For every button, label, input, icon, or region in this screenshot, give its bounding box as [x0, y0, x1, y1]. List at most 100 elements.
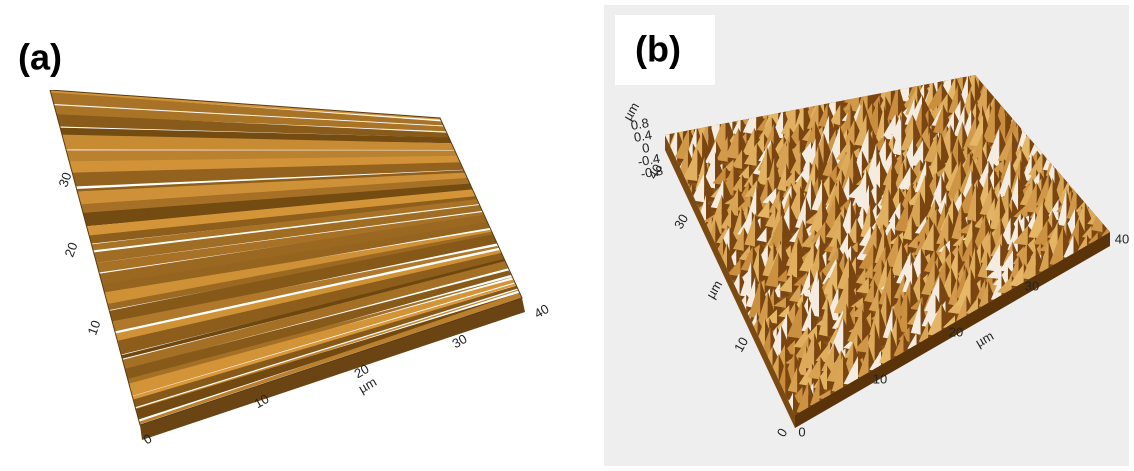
peak-lit — [898, 326, 910, 342]
peak-lit — [674, 128, 690, 160]
peak-lit — [973, 215, 983, 229]
peak-lit — [743, 172, 753, 189]
peak-lit — [746, 185, 757, 223]
stripe — [83, 183, 474, 227]
peak-lit — [902, 215, 912, 241]
peak-lit — [731, 149, 743, 169]
peak-lit — [874, 188, 889, 229]
axis-label: -0.8 — [639, 163, 664, 182]
stripe — [91, 198, 480, 251]
peak-lit — [989, 192, 1000, 231]
peak-lit — [720, 209, 732, 231]
peak-lit — [855, 241, 869, 262]
peak-lit — [773, 297, 786, 308]
peak-lit — [946, 161, 961, 200]
peak-lit — [1035, 173, 1049, 208]
axis-label: 10 — [251, 391, 271, 411]
peak-lit — [829, 104, 841, 126]
peak-lit — [920, 222, 934, 252]
stripe — [69, 155, 461, 175]
peak-lit — [813, 365, 828, 390]
peak-lit — [856, 276, 869, 294]
peak-lit — [789, 283, 801, 303]
stripe — [65, 150, 458, 163]
peak-lit — [951, 203, 962, 240]
peak-lit — [798, 363, 812, 387]
stripe — [99, 214, 488, 286]
stripe — [129, 279, 515, 397]
peak-lit — [1028, 152, 1043, 177]
peak-lit — [804, 120, 816, 151]
peak-lit — [908, 139, 924, 167]
stripe — [125, 270, 512, 382]
peak-lit — [984, 197, 995, 224]
peak-lit — [852, 168, 867, 208]
peak-lit — [894, 274, 905, 300]
peak-lit — [881, 113, 896, 141]
peak-shade — [911, 215, 922, 241]
peak-lit — [682, 148, 698, 182]
peak-lit — [763, 232, 774, 253]
peak-lit — [843, 356, 859, 386]
stripe — [77, 172, 469, 205]
stripe — [96, 211, 485, 273]
peak-lit — [818, 114, 830, 148]
peak-lit — [765, 206, 776, 229]
peak-lit — [821, 343, 835, 373]
peak-lit — [895, 251, 911, 286]
surface-edge — [49, 89, 523, 426]
axis-label: 30 — [1025, 278, 1039, 293]
peak-lit — [847, 309, 863, 344]
side-face — [665, 135, 795, 428]
peak-lit — [802, 137, 816, 172]
peak-lit — [725, 187, 739, 216]
axis-label: 20 — [351, 361, 371, 381]
peak-lit — [811, 180, 823, 212]
stripe — [89, 196, 478, 244]
peak-lit — [743, 142, 757, 166]
peak-lit — [740, 245, 753, 272]
peak-lit — [716, 136, 728, 162]
stripe — [86, 189, 476, 237]
peak-lit — [855, 267, 866, 285]
peak-lit — [879, 329, 891, 365]
peak-lit — [966, 182, 977, 222]
side-face — [140, 298, 525, 440]
peak-lit — [892, 116, 902, 156]
peak-lit — [855, 128, 869, 167]
peak-lit — [778, 274, 792, 293]
stripe — [80, 177, 471, 214]
peak-lit — [775, 269, 787, 283]
peak-lit — [1081, 225, 1092, 239]
peak-lit — [1066, 180, 1077, 221]
axis-label: 40 — [1115, 231, 1129, 246]
peak-lit — [807, 356, 821, 380]
peak-lit — [810, 221, 826, 244]
stripe — [133, 285, 518, 408]
peak-lit — [789, 151, 801, 176]
axis-label: -0.4 — [636, 151, 661, 170]
axis-label: 20 — [61, 240, 80, 259]
peak-lit — [815, 342, 831, 363]
peak-lit — [863, 279, 874, 303]
peak-lit — [712, 166, 726, 186]
peak-lit — [875, 105, 885, 144]
axis-label: 10 — [873, 371, 887, 386]
peak-lit — [991, 159, 1004, 174]
peak-lit — [822, 150, 833, 177]
peak-lit — [823, 195, 836, 230]
peak-lit — [974, 77, 987, 115]
peak-lit — [1013, 225, 1028, 246]
stripe — [121, 258, 506, 359]
peak-lit — [837, 198, 850, 213]
peak-lit — [869, 350, 881, 372]
peak-lit — [924, 133, 937, 163]
axis-label: 40 — [531, 301, 551, 321]
peak-lit — [840, 199, 851, 235]
stripe — [109, 234, 498, 324]
peak-lit — [977, 251, 988, 279]
peak-lit — [801, 332, 815, 370]
peak-lit — [833, 277, 849, 315]
peak-lit — [985, 127, 1000, 167]
